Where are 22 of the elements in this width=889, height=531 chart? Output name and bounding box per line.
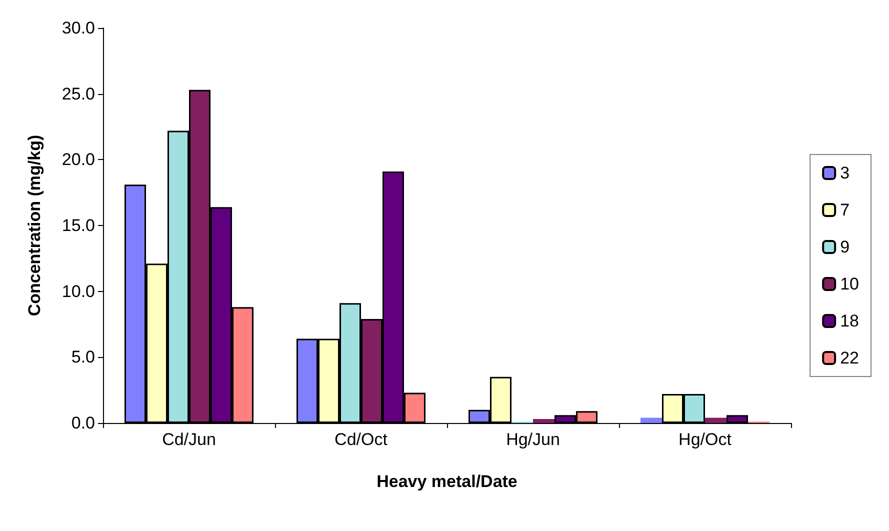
y-tick-label: 25.0 xyxy=(62,84,95,104)
x-tick-label: Cd/Oct xyxy=(334,430,388,449)
bar xyxy=(533,419,554,423)
y-tick-label: 20.0 xyxy=(62,150,95,170)
legend-label: 3 xyxy=(840,164,850,182)
legend-label: 7 xyxy=(840,200,850,220)
legend-label: 22 xyxy=(840,348,860,368)
x-axis-title: Heavy metal/Date xyxy=(376,472,518,491)
bar xyxy=(705,418,726,423)
y-axis-title: Concentration (mg/kg) xyxy=(25,134,44,316)
legend-label: 18 xyxy=(840,312,860,330)
x-tick-label: Cd/Jun xyxy=(162,430,216,449)
y-tick-label: 30.0 xyxy=(62,18,95,38)
legend-label: 9 xyxy=(840,238,850,256)
y-tick-label: 10.0 xyxy=(62,282,95,301)
y-tick-label: 0.0 xyxy=(71,414,95,432)
x-tick-label: Hg/Oct xyxy=(678,430,732,449)
bar xyxy=(640,418,662,423)
y-tick-label: 15.0 xyxy=(62,216,95,235)
legend-label: 10 xyxy=(840,274,860,294)
x-tick-label: Hg/Jun xyxy=(506,430,560,449)
y-tick-label: 5.0 xyxy=(71,348,95,367)
